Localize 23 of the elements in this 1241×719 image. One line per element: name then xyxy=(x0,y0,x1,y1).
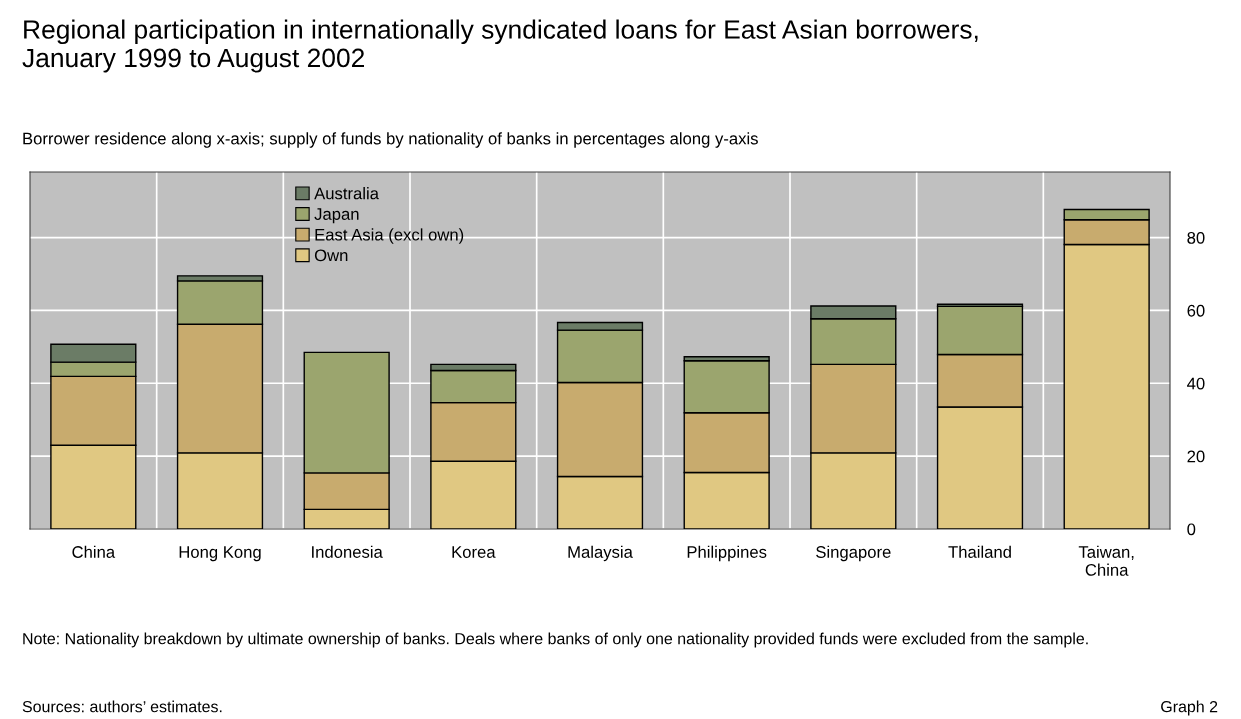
y-tick-label: 40 xyxy=(1187,377,1205,390)
chart-subtitle: Borrower residence along x-axis; supply of funds by nationality of banks in percentages along y-axis xyxy=(23,132,758,148)
x-tick-label: Thailand xyxy=(948,545,1011,558)
y-tick-label: 20 xyxy=(1187,450,1205,463)
caption: Graph 2 xyxy=(1161,700,1218,716)
x-tick-label: Malaysia xyxy=(568,545,633,562)
x-tick-label: Indonesia xyxy=(312,545,383,558)
y-tick-label: 80 xyxy=(1187,231,1205,244)
legend-label: Own xyxy=(314,249,348,262)
x-tick-label: Singapore xyxy=(816,545,891,562)
source-note: Sources: authors’ estimates. xyxy=(22,700,222,713)
legend-label: Japan xyxy=(314,208,359,224)
x-tick-label: Hong Kong xyxy=(179,546,261,562)
x-tick-label: Korea xyxy=(452,546,496,558)
x-tick-label: China xyxy=(72,545,116,558)
y-tick-label: 60 xyxy=(1187,304,1205,317)
legend-label: East Asia (excl own) xyxy=(315,228,464,244)
legend-label: Australia xyxy=(314,187,379,200)
y-tick-label: 0 xyxy=(1187,523,1196,536)
chart-title: Regional participation in internationally syndicated loans for East Asian borrowers, January 1999 to August 2002 xyxy=(22,19,978,73)
x-tick-label: Philippines xyxy=(687,545,767,562)
text: Note: Nationality breakdown by ultimate ownership of banks. Deals where banks of only one nationality provided funds were excluded from the sample. xyxy=(23,632,1088,648)
x-tick-label: Taiwan, China xyxy=(1078,545,1134,576)
